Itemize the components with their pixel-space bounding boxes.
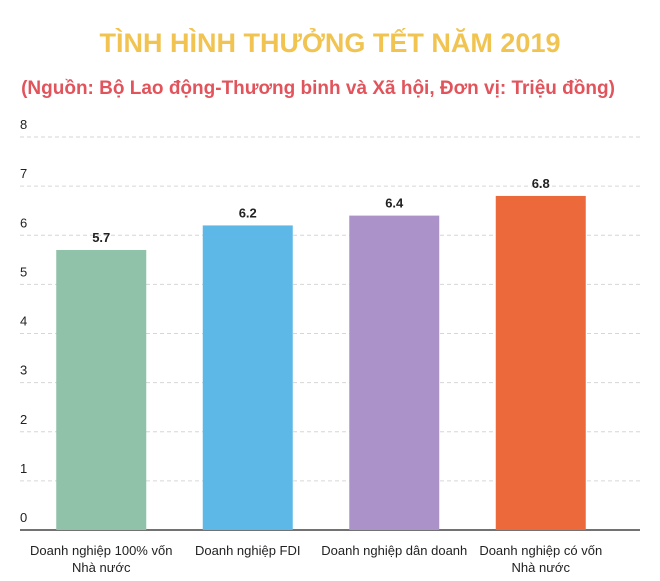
y-tick-label: 1 — [20, 461, 27, 476]
value-label: 6.2 — [239, 205, 257, 220]
y-tick-label: 8 — [20, 117, 27, 132]
x-tick-label: Doanh nghiệp dân doanh — [321, 543, 468, 558]
y-tick-label: 4 — [20, 314, 27, 329]
chart-subtitle: (Nguồn: Bộ Lao động-Thương binh và Xã hộ… — [21, 78, 615, 99]
value-label: 6.8 — [532, 176, 550, 191]
x-tick-label: Doanh nghiệp FDI — [194, 543, 301, 558]
bar — [495, 195, 586, 530]
chart-title: TÌNH HÌNH THƯỞNG TẾT NĂM 2019 — [100, 26, 561, 58]
y-tick-label: 5 — [20, 264, 27, 279]
bar — [56, 249, 147, 531]
y-tick-label: 2 — [20, 412, 27, 427]
value-label: 5.7 — [92, 230, 110, 245]
y-tick-label: 7 — [20, 166, 27, 181]
x-tick-label: Doanh nghiệp có vốn Nhà nước — [479, 543, 603, 575]
y-tick-label: 3 — [20, 363, 27, 378]
value-label: 6.4 — [385, 196, 404, 211]
x-tick-label: Doanh nghiệp 100% vốn Nhà nước — [30, 543, 173, 575]
y-tick-label: 0 — [20, 510, 27, 525]
bar — [202, 225, 293, 531]
y-tick-label: 6 — [20, 215, 27, 230]
bar — [349, 215, 440, 530]
